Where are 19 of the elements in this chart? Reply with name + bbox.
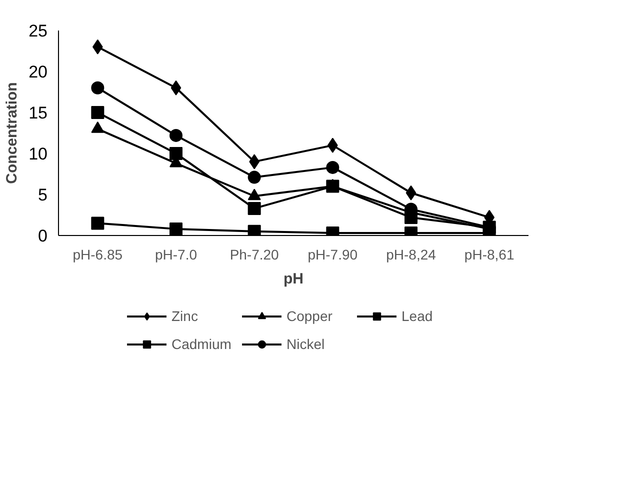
x-tick-label: Ph-7.20 [230, 246, 280, 262]
x-tick-label: pH-6.85 [72, 246, 123, 262]
legend-label: Lead [402, 308, 434, 324]
x-tick-label: pH-7.90 [308, 246, 358, 262]
x-axis-title: pH [284, 270, 304, 288]
legend-label: Zinc [172, 308, 199, 324]
legend-label: Copper [286, 308, 334, 324]
y-axis-title: Concentration [4, 82, 21, 184]
x-tick-label: pH-7.0 [154, 246, 198, 262]
legend-label: Cadmium [172, 336, 232, 352]
y-tick-label: 10 [28, 144, 48, 164]
y-tick-label: 15 [28, 104, 48, 122]
y-tick-label: 5 [38, 186, 48, 204]
y-tick-label: 0 [38, 226, 48, 246]
x-tick-label: pH-8,61 [464, 246, 514, 262]
y-tick-label: 20 [28, 62, 48, 82]
x-tick-label: pH-8,24 [386, 246, 436, 262]
y-tick-label: 25 [28, 22, 48, 40]
legend-label: Nickel [286, 336, 326, 352]
